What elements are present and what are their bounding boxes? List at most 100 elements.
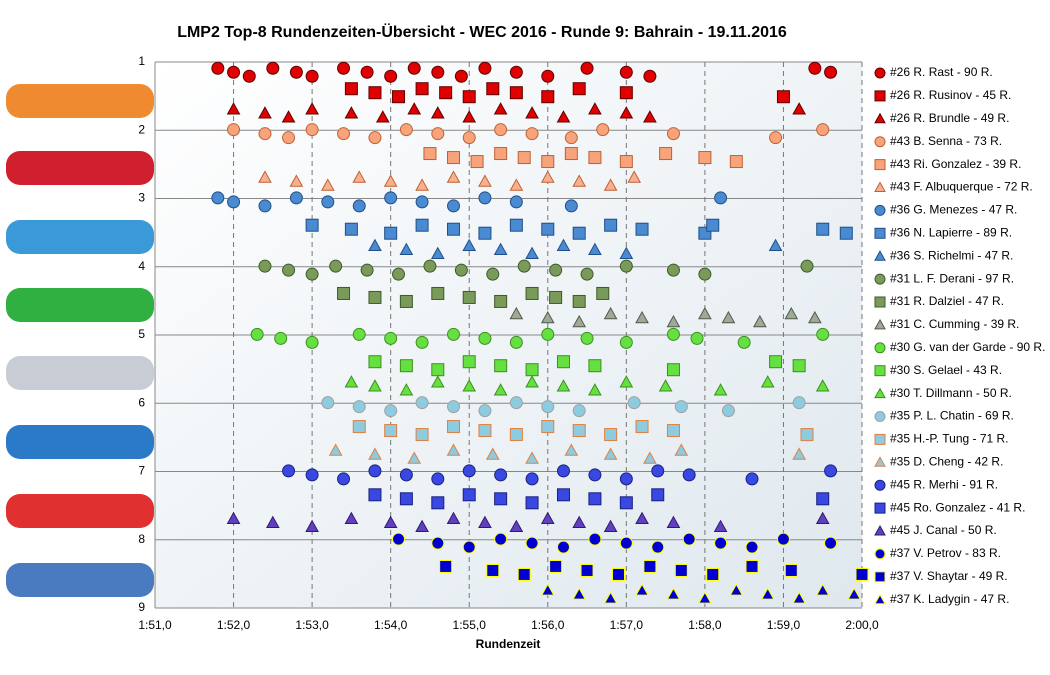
car-images — [6, 84, 154, 597]
data-point — [753, 314, 767, 328]
data-point — [572, 424, 586, 438]
data-point — [745, 472, 759, 486]
data-point — [706, 218, 720, 232]
data-point — [651, 540, 665, 554]
data-point — [525, 536, 539, 550]
data-point — [478, 404, 492, 418]
data-point — [792, 359, 806, 373]
data-point — [682, 532, 696, 546]
data-point — [344, 375, 359, 388]
data-point — [800, 428, 814, 442]
data-point — [619, 259, 633, 273]
data-point — [368, 238, 382, 251]
data-point — [619, 106, 634, 119]
data-point — [698, 591, 712, 604]
data-point — [666, 587, 681, 600]
data-point — [627, 170, 642, 183]
data-point — [258, 170, 272, 183]
data-point — [698, 267, 712, 281]
x-tick-label: 1:52,0 — [217, 618, 251, 632]
legend-marker — [874, 548, 886, 560]
data-point — [769, 131, 783, 145]
data-point — [604, 218, 618, 232]
data-point — [226, 511, 241, 524]
data-point — [824, 464, 838, 478]
data-point — [486, 563, 500, 577]
data-point — [643, 110, 657, 123]
data-point — [368, 131, 382, 145]
data-point — [580, 61, 594, 75]
data-point — [714, 191, 728, 205]
data-point — [415, 82, 429, 96]
legend-label: #45 R. Merhi - 91 R. — [890, 477, 998, 491]
x-tick-label: 1:55,0 — [453, 618, 487, 632]
legend-label: #37 V. Petrov - 83 R. — [890, 546, 1001, 560]
legend-marker — [874, 296, 886, 308]
data-point — [447, 400, 461, 414]
data-point — [580, 267, 594, 281]
y-tick-label: 3 — [138, 191, 145, 205]
data-point — [619, 335, 633, 349]
legend-label: #43 F. Albuquerque - 72 R. — [890, 180, 1033, 194]
data-point — [320, 178, 335, 191]
data-point — [729, 155, 743, 169]
data-point — [517, 567, 531, 581]
legend-marker — [874, 479, 886, 491]
data-point — [588, 359, 602, 373]
data-point — [651, 488, 665, 502]
data-point — [666, 127, 680, 141]
legend-label: #35 D. Cheng - 42 R. — [890, 454, 1003, 468]
data-point — [525, 246, 539, 259]
data-point — [525, 127, 539, 141]
data-point — [643, 451, 657, 464]
legend-label: #43 B. Senna - 73 R. — [890, 134, 1002, 148]
data-point — [368, 86, 382, 100]
data-point — [572, 174, 587, 187]
legend-label: #37 K. Ladygin - 47 R. — [890, 592, 1009, 606]
data-point — [525, 375, 539, 388]
data-point — [447, 222, 461, 236]
data-point — [541, 400, 555, 414]
data-point — [494, 147, 508, 161]
x-tick-label: 1:57,0 — [610, 618, 644, 632]
data-point — [415, 335, 429, 349]
legend-marker — [874, 112, 886, 124]
data-point — [478, 191, 492, 205]
data-point — [399, 294, 413, 308]
data-point — [462, 131, 476, 145]
data-point — [329, 259, 343, 273]
data-point — [352, 327, 366, 341]
legend-marker — [874, 227, 886, 239]
data-point — [509, 335, 523, 349]
data-point — [430, 246, 445, 259]
data-point — [714, 536, 728, 550]
legend-marker — [874, 67, 886, 79]
data-point — [760, 587, 775, 600]
data-point — [368, 290, 382, 304]
data-point — [399, 492, 413, 506]
data-point — [462, 540, 476, 554]
data-point — [784, 563, 798, 577]
data-point — [430, 106, 445, 119]
data-point — [305, 102, 319, 115]
data-point — [745, 540, 759, 554]
data-point — [305, 123, 319, 137]
data-point — [478, 424, 492, 438]
data-point — [407, 451, 422, 464]
data-point — [321, 396, 335, 410]
data-point — [494, 359, 508, 373]
data-point — [556, 540, 570, 554]
data-point — [415, 195, 429, 209]
data-point — [666, 314, 681, 328]
data-point — [399, 242, 414, 255]
data-point — [572, 587, 587, 600]
x-tick-label: 1:58,0 — [688, 618, 722, 632]
data-point — [619, 246, 634, 259]
data-point — [392, 532, 406, 546]
data-point — [258, 127, 272, 141]
data-point — [627, 396, 641, 410]
data-point — [706, 567, 720, 581]
data-point — [328, 443, 343, 456]
data-point — [431, 127, 445, 141]
data-point — [682, 468, 696, 482]
